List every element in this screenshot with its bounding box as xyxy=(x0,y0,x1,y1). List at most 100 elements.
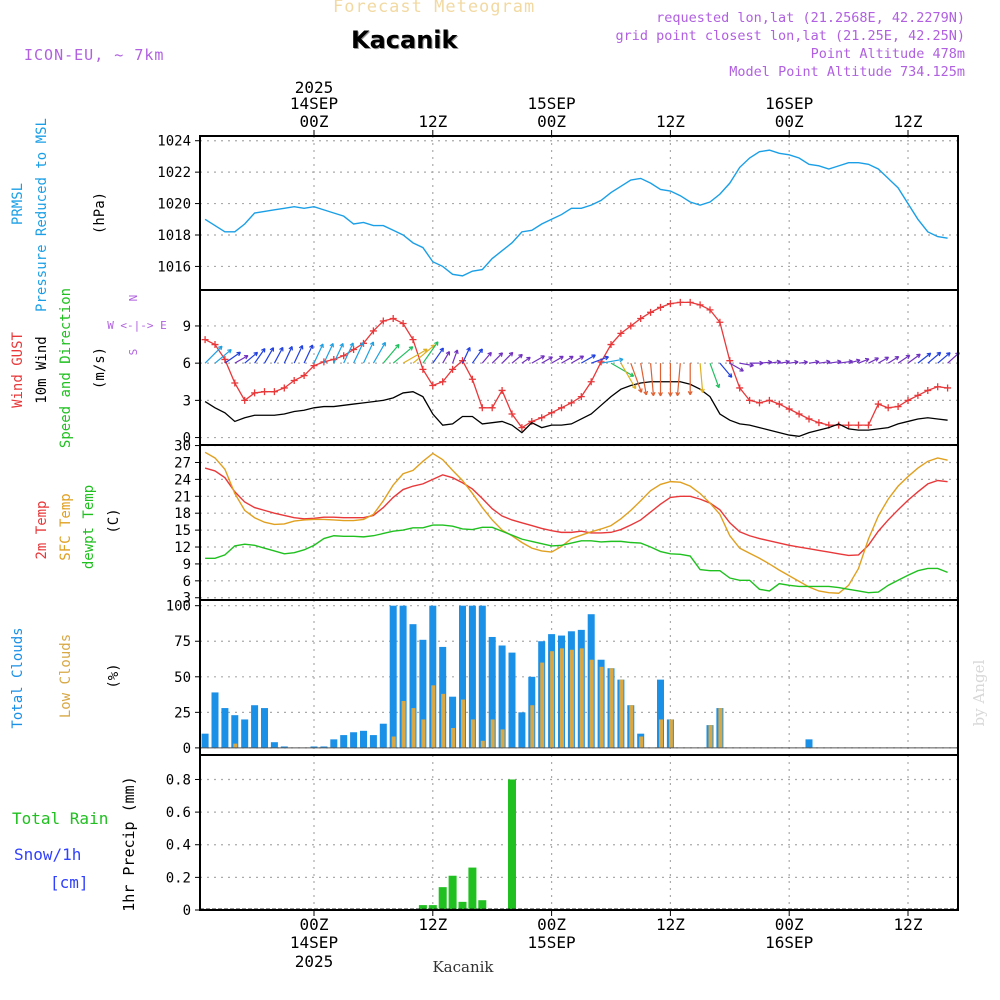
gust-point xyxy=(478,404,486,412)
model-label: ICON-EU, ~ 7km xyxy=(24,46,165,64)
wind-arrow xyxy=(729,362,744,372)
low-cloud-bar xyxy=(540,662,545,748)
rain-bar xyxy=(468,867,477,910)
y-tick-label: 6 xyxy=(183,356,191,372)
gust-point xyxy=(607,341,615,349)
wind-arrow xyxy=(353,341,365,364)
total-cloud-bar xyxy=(805,739,813,748)
gust-point xyxy=(369,327,377,335)
total-cloud-bar xyxy=(330,739,338,748)
panel-frame xyxy=(199,754,959,911)
wind-arrow xyxy=(234,354,249,364)
gust-point xyxy=(666,300,674,308)
total-cloud-bar xyxy=(468,605,476,748)
wind-arrow xyxy=(699,363,705,393)
panel-5 xyxy=(313,755,909,910)
total-cloud-bar xyxy=(340,735,348,748)
low-cloud-bar xyxy=(668,719,673,748)
low-cloud-bar xyxy=(441,693,446,748)
gust-point xyxy=(726,357,734,365)
gust-point xyxy=(201,336,209,344)
y-tick-label: 9 xyxy=(183,557,191,573)
low-cloud-bar xyxy=(461,699,465,748)
low-cloud-bar xyxy=(480,740,485,748)
x-label-bottom: 12Z xyxy=(418,915,447,934)
wind-arrow xyxy=(313,343,324,364)
x-label-bottom: 12Z xyxy=(656,915,685,934)
rain-bar xyxy=(458,901,467,910)
wind-arrow xyxy=(442,350,451,364)
low-cloud-bar xyxy=(431,685,436,748)
gust-point xyxy=(587,378,595,386)
rain-bar xyxy=(508,779,516,910)
pressure-unit: (hPa) xyxy=(92,192,108,234)
gust-point xyxy=(548,409,556,417)
gust-point xyxy=(280,384,288,392)
total-cloud-bar xyxy=(211,692,219,748)
gust-point xyxy=(676,298,684,306)
y-tick-label: 1020 xyxy=(157,197,191,213)
wind-arrow xyxy=(491,352,504,364)
y-axis-2: 0 3 6 9 xyxy=(183,319,958,447)
gust-point xyxy=(558,404,565,412)
low-cloud-bar xyxy=(579,648,584,748)
gust-point xyxy=(894,403,902,411)
x-label-bottom: 00Z xyxy=(300,915,329,934)
total-cloud-bar xyxy=(231,715,239,748)
low-cloud-bar xyxy=(470,719,475,748)
gust-point xyxy=(657,303,664,311)
gust-point xyxy=(904,396,912,404)
dewpt-label: dewpt Temp xyxy=(81,485,97,569)
gust-point xyxy=(924,386,932,394)
low-cloud-bar xyxy=(659,719,663,748)
gust-point xyxy=(746,396,754,404)
low-cloud-bar xyxy=(560,648,564,748)
gust-point xyxy=(468,375,476,383)
low-cloud-bar xyxy=(589,659,594,748)
gust-point xyxy=(261,388,268,396)
gust-point xyxy=(914,391,922,399)
wind-arrow xyxy=(372,341,386,364)
wind-arrow xyxy=(581,354,596,364)
wind-arrow xyxy=(620,362,637,390)
closest-coords: grid point closest lon,lat (21.25E, 42.2… xyxy=(615,28,966,44)
low-clouds-label: Low Clouds xyxy=(58,634,74,718)
location-title: Kacanik xyxy=(351,26,458,54)
total-cloud-bar xyxy=(429,605,437,748)
wind-arrow xyxy=(541,356,553,364)
gust-point xyxy=(340,352,348,360)
wind-arrow xyxy=(481,351,492,364)
y-tick-label: 75 xyxy=(174,634,191,650)
gust-point xyxy=(795,410,803,418)
wind-arrow xyxy=(263,347,275,364)
wind-speed-line xyxy=(204,381,948,437)
gust-point xyxy=(815,419,823,427)
y-tick-label: 25 xyxy=(174,705,191,721)
total-cloud-bar xyxy=(449,696,457,748)
gust-point xyxy=(429,381,437,389)
total-cloud-bar xyxy=(369,735,377,748)
wind-arrow xyxy=(630,362,643,393)
rain-bar xyxy=(418,905,427,910)
total-cloud-bar xyxy=(320,746,328,748)
y-tick-label: 6 xyxy=(183,574,191,590)
total-cloud-bar xyxy=(360,730,367,748)
y-tick-label: 0 xyxy=(183,431,191,447)
y-tick-label: 100 xyxy=(166,599,191,615)
gust-point xyxy=(696,301,704,309)
rain-bar xyxy=(478,900,487,910)
total-cloud-bar xyxy=(201,733,209,748)
wind-arrow xyxy=(779,359,790,365)
total-cloud-bar xyxy=(221,708,229,748)
y-tick-label: 30 xyxy=(174,439,191,455)
y-tick-label: 1016 xyxy=(157,259,191,275)
x-label-bottom: 00Z xyxy=(537,915,566,934)
gust-point xyxy=(399,319,407,327)
low-cloud-bar xyxy=(708,725,713,748)
wind-gust-label: Wind GUST xyxy=(10,332,26,408)
low-cloud-bar xyxy=(411,708,416,748)
low-cloud-bar xyxy=(639,736,644,748)
gust-point xyxy=(686,298,694,306)
gust-point xyxy=(884,404,892,412)
gust-point xyxy=(845,421,853,429)
